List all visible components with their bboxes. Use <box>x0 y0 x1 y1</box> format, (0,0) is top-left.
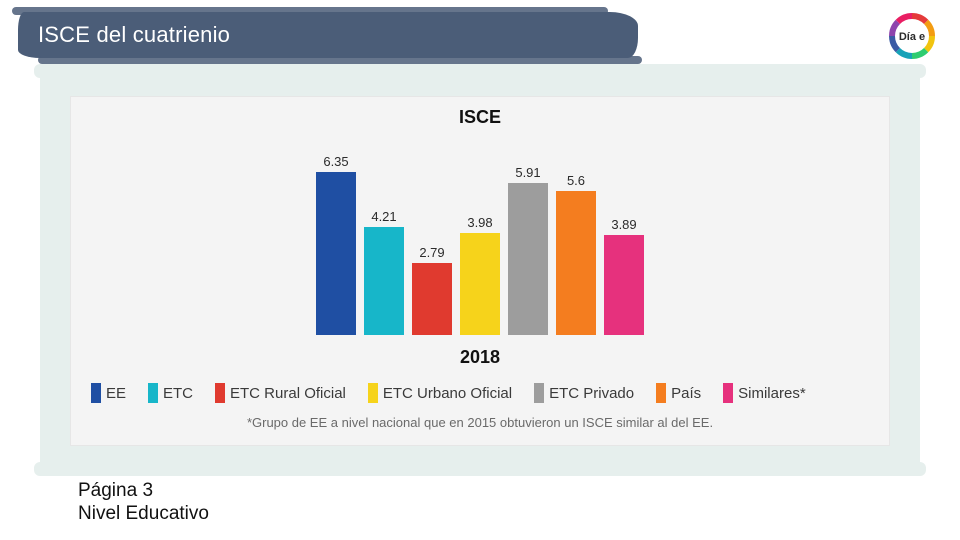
legend-swatch <box>148 383 158 403</box>
legend-swatch <box>215 383 225 403</box>
legend-item-ETC_Urbano_Oficial: ETC Urbano Oficial <box>368 383 512 403</box>
legend-item-Similares: Similares* <box>723 383 806 403</box>
legend-item-EE: EE <box>91 383 126 403</box>
bar-value-label: 2.79 <box>419 245 444 260</box>
legend-item-ETC: ETC <box>148 383 193 403</box>
bar-ETC: 4.21 <box>364 209 404 335</box>
bar-EE: 6.35 <box>316 154 356 335</box>
legend-label: ETC Rural Oficial <box>230 385 346 402</box>
bar-value-label: 6.35 <box>323 154 348 169</box>
legend-label: ETC <box>163 385 193 402</box>
legend-label: País <box>671 385 701 402</box>
legend-swatch <box>723 383 733 403</box>
legend-label: ETC Privado <box>549 385 634 402</box>
bar-rect <box>604 235 644 335</box>
legend-swatch <box>91 383 101 403</box>
footer-text: Página 3 Nivel Educativo <box>78 479 209 527</box>
bar-value-label: 3.89 <box>611 217 636 232</box>
bar-Similares: 3.89 <box>604 217 644 335</box>
chart-footnote: *Grupo de EE a nivel nacional que en 201… <box>71 415 889 430</box>
legend-item-ETC_Privado: ETC Privado <box>534 383 634 403</box>
bar-rect <box>556 191 596 335</box>
education-level-label: Nivel Educativo <box>78 502 209 526</box>
chart-legend: EE ETC ETC Rural Oficial ETC Urbano Oficial… <box>91 383 869 403</box>
legend-label: Similares* <box>738 385 806 402</box>
x-axis-label: 2018 <box>71 347 889 368</box>
chart-title: ISCE <box>71 97 889 128</box>
bar-ETC_Urbano_Oficial: 3.98 <box>460 215 500 335</box>
bar-value-label: 5.91 <box>515 165 540 180</box>
bar-value-label: 3.98 <box>467 215 492 230</box>
legend-label: EE <box>106 385 126 402</box>
title-ribbon: ISCE del cuatrienio <box>18 12 638 58</box>
dia-e-logo: Día e <box>886 10 938 62</box>
bar-value-label: 5.6 <box>567 173 585 188</box>
legend-swatch <box>534 383 544 403</box>
bar-rect <box>316 172 356 335</box>
bar-rect <box>508 183 548 335</box>
bar-rect <box>460 233 500 335</box>
chart-area: 6.35 4.21 2.79 3.98 5.91 5.6 3.89 <box>71 135 889 335</box>
page-number-label: Página 3 <box>78 479 209 503</box>
svg-text:Día e: Día e <box>899 31 925 43</box>
page-title: ISCE del cuatrienio <box>18 22 230 48</box>
bar-ETC_Rural_Oficial: 2.79 <box>412 245 452 335</box>
bar-value-label: 4.21 <box>371 209 396 224</box>
bar-rect <box>364 227 404 335</box>
legend-label: ETC Urbano Oficial <box>383 385 512 402</box>
chart-panel: ISCE 6.35 4.21 2.79 3.98 5.91 5.6 3.89 2018 EE… <box>70 96 890 446</box>
bar-rect <box>412 263 452 335</box>
bar-Pais: 5.6 <box>556 173 596 335</box>
slide-page: ISCE del cuatrienio Día e ISCE 6.35 4.21 2… <box>0 0 960 540</box>
bar-ETC_Privado: 5.91 <box>508 165 548 335</box>
legend-item-ETC_Rural_Oficial: ETC Rural Oficial <box>215 383 346 403</box>
legend-swatch <box>656 383 666 403</box>
legend-item-Pais: País <box>656 383 701 403</box>
legend-swatch <box>368 383 378 403</box>
